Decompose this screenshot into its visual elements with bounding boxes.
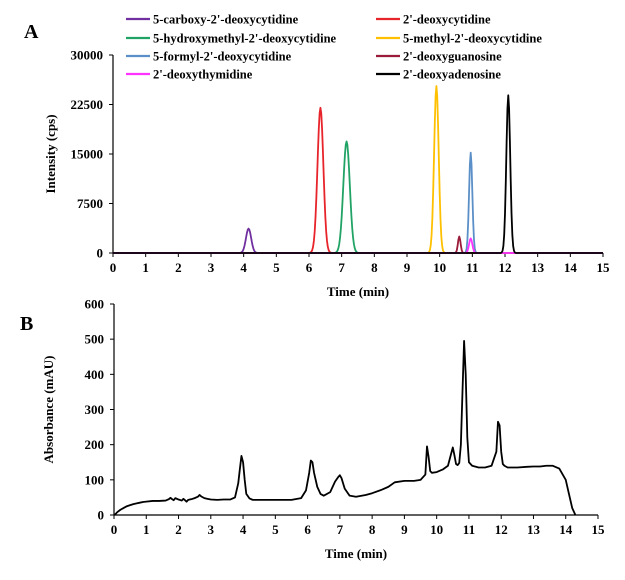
legend-item: 2'-deoxycytidine <box>376 13 491 27</box>
panel-a-y-tick-label: 30000 <box>71 48 104 63</box>
panel-letter-a: A <box>24 21 39 43</box>
series-line-5-carboxy-2-deoxycytidine <box>112 227 604 254</box>
panel-b-y-tick-label: 300 <box>85 402 105 417</box>
legend-label: 2'-deoxyguanosine <box>403 50 502 64</box>
series-line-5-hydroxymethyl-2-deoxycytidine <box>112 140 604 254</box>
panel-a-y-axis-title: Intensity (cps) <box>43 114 58 193</box>
legend-label: 5-hydroxymethyl-2'-deoxycytidine <box>153 32 337 46</box>
panel-a-x-tick-label: 0 <box>110 260 117 275</box>
series-line-2-deoxythymidine <box>112 237 604 254</box>
legend-item: 2'-deoxythymidine <box>126 68 253 82</box>
panel-b-x-tick-label: 5 <box>272 522 279 537</box>
panel-a-x-tick-label: 1 <box>142 260 149 275</box>
panel-b-x-tick-label: 9 <box>401 522 408 537</box>
panel-a-y-tick-label: 15000 <box>71 147 104 162</box>
panel-b-x-tick-label: 8 <box>369 522 376 537</box>
panel-b-y-tick-label: 200 <box>85 437 105 452</box>
series-line-2-deoxyguanosine <box>112 235 604 254</box>
legend-label: 2'-deoxythymidine <box>153 68 253 82</box>
panel-a-x-tick-label: 14 <box>564 260 578 275</box>
panel-b-x-tick-label: 11 <box>463 522 475 537</box>
panel-b-x-tick-label: 2 <box>175 522 182 537</box>
chart-panel-a: 0 1 2 3 4 5 6 7 8 9 10 11 12 13 14 15075001500022500300… <box>43 48 610 300</box>
panel-a-x-tick-label: 6 <box>306 260 313 275</box>
panel-b-x-tick-label: 0 <box>111 522 118 537</box>
panel-b-x-tick-label: 4 <box>240 522 247 537</box>
panel-b-y-tick-label: 100 <box>85 472 105 487</box>
panel-b-y-axis-title: Absorbance (mAU) <box>41 356 56 464</box>
panel-a-y-tick-label: 0 <box>97 246 104 261</box>
legend-label: 5-formyl-2'-deoxycytidine <box>153 50 292 64</box>
legend-label: 5-carboxy-2'-deoxycytidine <box>153 13 299 27</box>
panel-a-x-tick-label: 11 <box>466 260 478 275</box>
panel-a-x-axis-title: Time (min) <box>327 284 389 299</box>
panel-a-x-tick-label: 12 <box>499 260 512 275</box>
panel-a-x-tick-label: 9 <box>404 260 411 275</box>
panel-b-x-tick-label: 7 <box>337 522 344 537</box>
legend-item: 5-carboxy-2'-deoxycytidine <box>126 13 299 27</box>
panel-b-x-tick-label: 12 <box>495 522 508 537</box>
legend-item: 5-formyl-2'-deoxycytidine <box>126 50 292 64</box>
panel-b-x-tick-label: 14 <box>559 522 573 537</box>
panel-letter-b: B <box>20 313 33 335</box>
panel-b-x-tick-label: 1 <box>143 522 150 537</box>
panel-a-x-tick-label: 7 <box>338 260 345 275</box>
legend-label: 2'-deoxycytidine <box>403 13 491 27</box>
panel-b-x-tick-label: 6 <box>304 522 311 537</box>
panel-b-x-tick-label: 3 <box>208 522 215 537</box>
legend-label: 5-methyl-2'-deoxycytidine <box>403 32 542 46</box>
panel-a-x-tick-label: 10 <box>433 260 446 275</box>
legend: 5-carboxy-2'-deoxycytidine 2'-deoxycytidi… <box>126 13 542 82</box>
panel-a-x-tick-label: 3 <box>208 260 215 275</box>
panel-a-x-tick-label: 4 <box>240 260 247 275</box>
panel-b-y-tick-label: 600 <box>85 297 105 312</box>
chart-panel-b: 0 1 2 3 4 5 6 7 8 9 10 11 12 13 14 15010020030040050060… <box>41 297 605 562</box>
panel-a-x-tick-label: 15 <box>597 260 611 275</box>
legend-item: 5-hydroxymethyl-2'-deoxycytidine <box>126 32 337 46</box>
series-line-uv-trace <box>113 340 577 516</box>
panel-b-x-axis-title: Time (min) <box>325 546 387 561</box>
panel-a-x-tick-label: 8 <box>371 260 378 275</box>
panel-a-x-tick-label: 2 <box>175 260 182 275</box>
panel-b-y-tick-label: 400 <box>85 367 105 382</box>
legend-item: 2'-deoxyguanosine <box>376 50 502 64</box>
series-line-2-deoxycytidine <box>112 106 604 254</box>
legend-item: 2'-deoxyadenosine <box>376 68 501 82</box>
panel-b-x-tick-label: 13 <box>527 522 541 537</box>
legend-item: 5-methyl-2'-deoxycytidine <box>376 32 542 46</box>
series-line-5-formyl-2-deoxycytidine <box>112 151 604 254</box>
series-line-2-deoxyadenosine <box>112 94 604 254</box>
panel-a-y-tick-label: 7500 <box>77 196 103 211</box>
panel-a-x-tick-label: 13 <box>531 260 545 275</box>
series-line-5-methyl-2-deoxycytidine <box>112 85 604 254</box>
panel-a-y-tick-label: 22500 <box>71 97 104 112</box>
panel-b-x-tick-label: 10 <box>430 522 443 537</box>
legend-label: 2'-deoxyadenosine <box>403 68 501 82</box>
panel-b-x-tick-label: 15 <box>592 522 606 537</box>
panel-a-x-tick-label: 5 <box>273 260 280 275</box>
panel-b-y-tick-label: 0 <box>98 508 105 523</box>
panel-b-y-tick-label: 500 <box>85 332 105 347</box>
